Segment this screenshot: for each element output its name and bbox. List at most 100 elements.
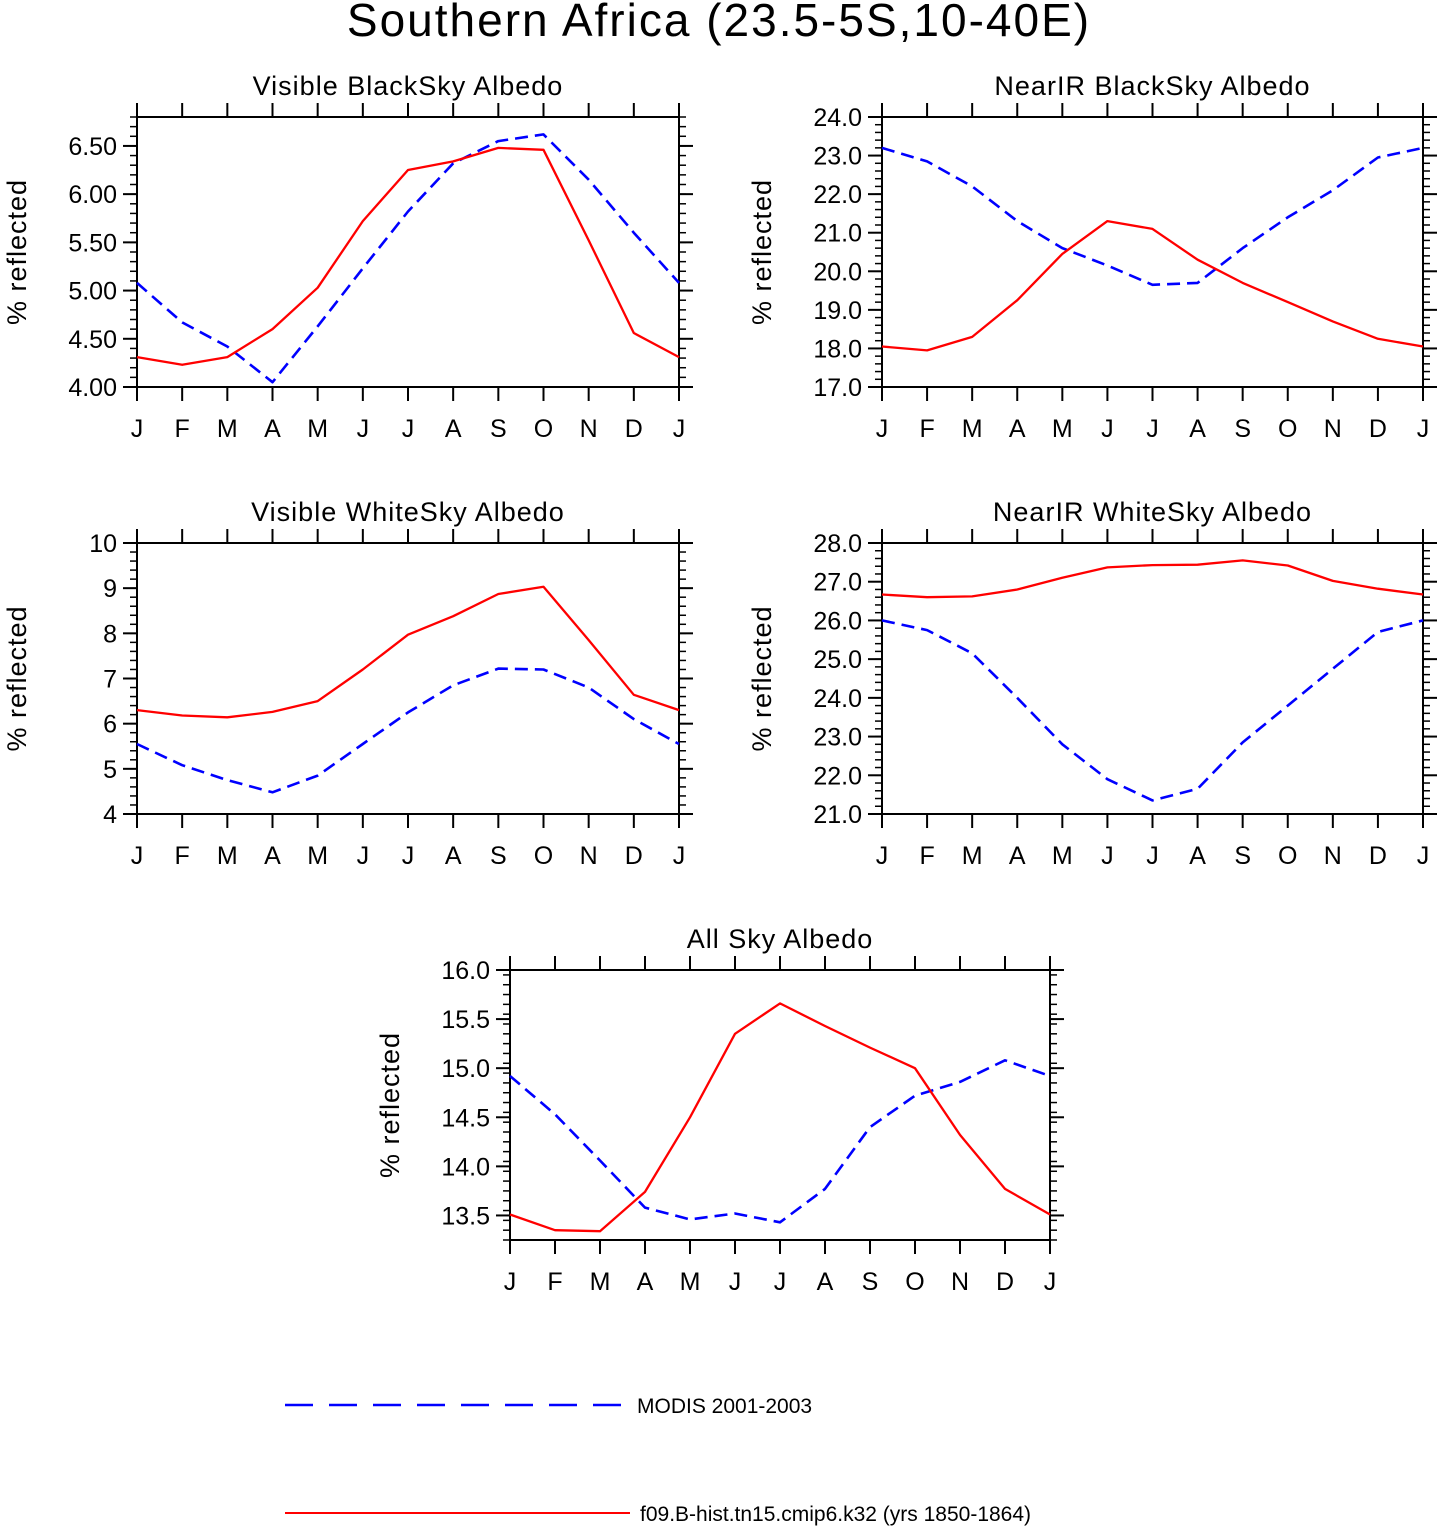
plot-frame [136,542,680,815]
x-tick-label: J [402,415,415,443]
x-tick-label: J [1044,1268,1057,1296]
x-tick-label: D [625,415,643,443]
x-tick-label: J [1417,842,1430,870]
x-tick-label: J [876,842,889,870]
plot-frame [136,116,680,388]
figure-title: Southern Africa (23.5-5S,10-40E) [347,0,1091,46]
panel-title: Visible BlackSky Albedo [253,71,564,101]
x-tick-label: N [1324,415,1342,443]
x-tick-label: M [962,415,983,443]
y-axis-label: % reflected [375,1032,405,1178]
y-tick-label: 5.00 [68,278,117,306]
series-line-model [881,559,1424,599]
x-tick-label: F [547,1268,562,1296]
x-tick-label: S [862,1268,879,1296]
y-tick-label: 4.50 [68,326,117,354]
y-tick-label: 4 [103,801,117,829]
y-tick-label: 22.0 [813,181,862,209]
series-line-model [136,146,680,366]
x-tick-label: J [673,842,686,870]
y-tick-label: 10 [89,530,117,558]
x-tick-label: N [580,415,598,443]
legend: MODIS 2001-2003 f09.B-hist.tn15.cmip6.k3… [285,1395,1031,1526]
panel-title: Visible WhiteSky Albedo [251,497,565,527]
y-axis-label: % reflected [2,179,32,325]
x-tick-label: J [1146,842,1159,870]
y-tick-label: 14.0 [441,1153,490,1181]
plot-frame [881,116,1424,388]
y-tick-label: 6.50 [68,133,117,161]
x-tick-label: J [1101,842,1114,870]
x-tick-label: F [175,842,190,870]
x-tick-label: S [490,415,507,443]
panel-title: NearIR BlackSky Albedo [994,71,1310,101]
series-line-modis [881,619,1424,802]
y-tick-label: 5 [103,756,117,784]
x-tick-label: J [357,842,370,870]
x-tick-label: A [1009,842,1026,870]
x-tick-label: J [774,1268,787,1296]
panel-title: All Sky Albedo [687,924,874,954]
x-tick-label: F [919,415,934,443]
x-tick-label: J [673,415,686,443]
y-tick-label: 25.0 [813,646,862,674]
y-tick-label: 4.00 [68,374,117,402]
x-tick-label: F [919,842,934,870]
x-tick-label: A [817,1268,834,1296]
y-tick-label: 16.0 [441,957,490,985]
plot-frame [881,542,1424,815]
x-tick-label: S [1234,842,1251,870]
y-tick-label: 27.0 [813,569,862,597]
x-tick-label: M [307,842,328,870]
y-tick-label: 22.0 [813,762,862,790]
x-tick-label: O [905,1268,924,1296]
y-tick-label: 8 [103,620,117,648]
x-tick-label: J [131,842,144,870]
x-tick-label: M [1052,415,1073,443]
x-tick-label: O [1278,842,1297,870]
x-tick-label: J [131,415,144,443]
x-tick-label: J [402,842,415,870]
y-tick-label: 9 [103,575,117,603]
x-tick-label: O [1278,415,1297,443]
y-tick-label: 18.0 [813,335,862,363]
x-tick-label: J [357,415,370,443]
x-tick-label: S [1234,415,1251,443]
y-tick-label: 26.0 [813,607,862,635]
y-tick-label: 5.50 [68,229,117,257]
y-tick-label: 20.0 [813,258,862,286]
x-tick-label: D [625,842,643,870]
x-tick-label: D [1369,415,1387,443]
series-line-model [136,585,680,719]
x-tick-label: S [490,842,507,870]
x-tick-label: J [729,1268,742,1296]
legend-label-model: f09.B-hist.tn15.cmip6.k32 (yrs 1850-1864… [640,1503,1031,1526]
x-tick-label: N [580,842,598,870]
y-tick-label: 23.0 [813,724,862,752]
x-tick-label: M [217,842,238,870]
y-tick-label: 28.0 [813,530,862,558]
y-tick-label: 6.00 [68,181,117,209]
y-tick-label: 21.0 [813,220,862,248]
x-tick-label: O [534,415,553,443]
x-tick-label: M [1052,842,1073,870]
series-line-modis [509,1059,1051,1224]
x-tick-label: A [264,842,281,870]
y-tick-label: 13.5 [441,1202,490,1230]
x-tick-label: D [1369,842,1387,870]
x-tick-label: O [534,842,553,870]
y-axis-label: % reflected [2,605,32,751]
y-tick-label: 17.0 [813,374,862,402]
x-tick-label: M [590,1268,611,1296]
legend-label-modis: MODIS 2001-2003 [637,1395,812,1418]
y-tick-label: 14.5 [441,1104,490,1132]
x-tick-label: A [637,1268,654,1296]
x-tick-label: J [1101,415,1114,443]
y-tick-label: 24.0 [813,685,862,713]
